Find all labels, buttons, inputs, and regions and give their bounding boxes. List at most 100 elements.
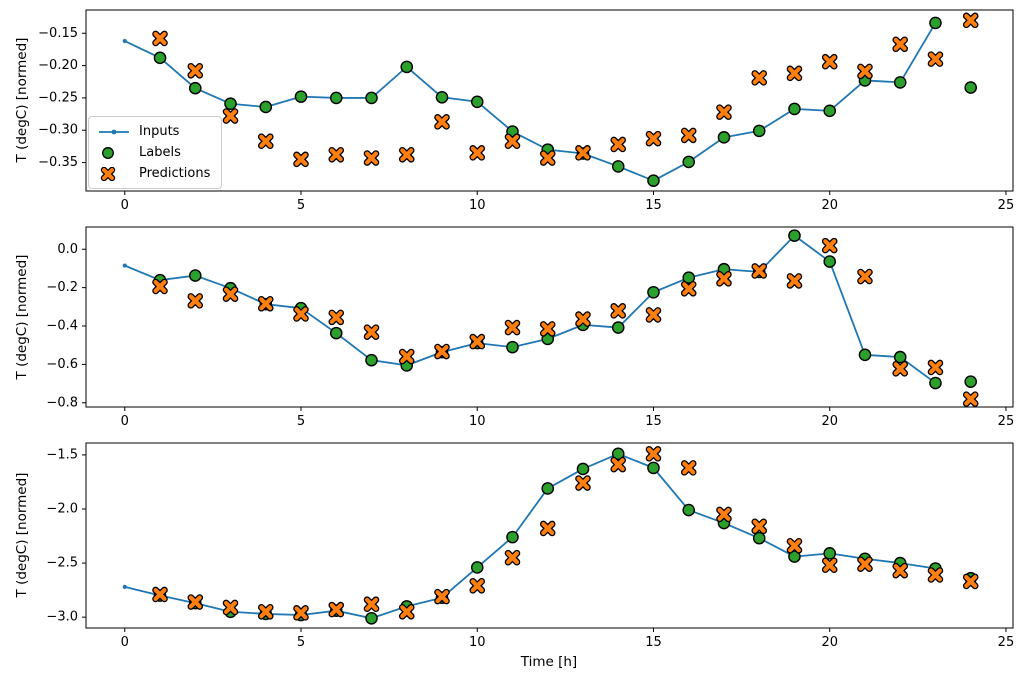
subplot-3-prediction-marker: [717, 507, 731, 521]
subplot-1-prediction-marker: [329, 148, 343, 162]
subplot-1-prediction-marker: [611, 137, 625, 151]
subplot-3-prediction-marker: [435, 590, 449, 604]
subplot-2-y-tick-label: 0.0: [57, 242, 78, 257]
subplot-1-prediction-marker: [823, 55, 837, 69]
subplot-1: 0 5 10 15 20 25 −0.15 −0.20 −0.25 −0.30 −0.35: [38, 9, 1014, 213]
subplot-2-prediction-marker: [823, 239, 837, 253]
subplot-3-prediction-marker: [646, 447, 660, 461]
subplot-1-prediction-marker: [893, 37, 907, 51]
subplot-2-y-tick-label: −0.2: [46, 280, 78, 295]
subplot-1-x-axis: 0 5 10 15 20 25: [121, 191, 1014, 213]
subplot-1-prediction-marker: [224, 109, 238, 123]
subplot-1-label-marker: [435, 90, 449, 104]
subplot-1-x-tick-label: 20: [821, 198, 838, 213]
subplot-1-y-tick-label: −0.20: [38, 58, 78, 73]
subplot-1-label-marker: [823, 104, 837, 118]
subplot-2-prediction-marker: [928, 360, 942, 374]
subplot-1-prediction-marker: [858, 64, 872, 78]
subplot-2-x-tick-label: 25: [998, 414, 1015, 429]
subplot-3-prediction-marker: [964, 574, 978, 588]
subplot-1-y-axis: −0.15 −0.20 −0.25 −0.30 −0.35: [38, 26, 86, 170]
subplot-1-y-tick-label: −0.35: [38, 155, 78, 170]
subplot-3-prediction-marker: [153, 587, 167, 601]
subplot-2-inputs-line: [124, 234, 936, 384]
subplot-3-labels-markers: [153, 447, 978, 625]
subplot-3-label-marker: [365, 611, 378, 625]
subplot-3-label-marker: [682, 503, 696, 517]
subplot-1-axes-border: [85, 9, 1014, 192]
subplot-1-prediction-marker: [541, 151, 555, 165]
subplot-3-y-axis: −1.5 −2.0 −2.5 −3.0: [46, 447, 86, 625]
subplot-1-label-marker: [329, 91, 343, 105]
subplot-2: 0 5 10 15 20 25 0.0 −0.2 −0.4 −0.6 −0.8: [46, 226, 1015, 429]
subplot-1-label-marker: [224, 97, 237, 111]
subplot-1-y-tick-label: −0.30: [38, 123, 78, 138]
subplot-3-inputs-line: [124, 452, 936, 620]
subplot-3-prediction-marker: [576, 476, 590, 490]
subplot-1-y-tick-label: −0.25: [38, 90, 78, 105]
subplot-3-x-tick-label: 0: [121, 635, 129, 650]
subplot-3-label-marker: [611, 447, 625, 461]
legend-item-labels: Labels: [98, 145, 210, 160]
subplot-3-x-axis: 0 5 10 15 20 25: [121, 628, 1015, 650]
subplot-2-x-axis: 0 5 10 15 20 25: [121, 407, 1015, 429]
subplot-3-label-marker: [470, 561, 484, 574]
subplot-1-inputs-dots: [122, 20, 938, 183]
subplot-2-prediction-marker: [505, 321, 519, 335]
subplot-2-prediction-marker: [541, 322, 555, 336]
subplot-2-label-marker: [893, 350, 907, 364]
subplot-1-label-marker: [470, 95, 484, 109]
subplot-1-label-marker: [259, 100, 273, 114]
subplot-2-label-marker: [964, 375, 978, 388]
subplot-1-inputs-line: [124, 22, 937, 182]
subplot-2-x-tick-label: 10: [469, 414, 486, 429]
subplot-1-label-marker: [400, 60, 414, 74]
subplot-1-prediction-marker: [400, 148, 414, 162]
subplot-2-prediction-marker: [717, 272, 731, 286]
subplot-1-prediction-marker: [435, 115, 449, 129]
subplot-2-label-marker: [329, 326, 343, 340]
subplot-1-prediction-marker: [505, 134, 519, 148]
subplot-2-predictions-markers: [152, 237, 979, 407]
subplot-3-prediction-marker: [505, 551, 519, 565]
subplot-3-prediction-marker: [752, 519, 766, 533]
subplot-2-prediction-marker: [858, 270, 872, 284]
subplot-3-label-marker: [506, 530, 519, 544]
subplot-1-x-tick-label: 10: [469, 198, 486, 213]
subplot-3-x-tick-label: 15: [645, 635, 662, 650]
subplot-1-predictions-markers: [152, 12, 979, 168]
subplot-1-x-tick-label: 0: [121, 198, 129, 213]
subplot-3-x-tick-label: 20: [821, 635, 838, 650]
subplot-2-x-tick-label: 20: [821, 414, 838, 429]
subplot-2-y-axis-label: T (degC) [normed]: [14, 254, 30, 380]
subplot-2-prediction-marker: [435, 345, 449, 359]
subplot-1-prediction-marker: [682, 128, 696, 142]
subplot-1-prediction-marker: [365, 151, 379, 165]
subplot-3: 0 5 10 15 20 25 −1.5 −2.0 −2.5 −3.0: [46, 442, 1015, 650]
subplot-3-y-tick-label: −2.5: [46, 556, 78, 571]
subplot-3-x-tick-label: 10: [469, 635, 486, 650]
subplot-3-label-marker: [541, 482, 555, 495]
subplot-1-prediction-marker: [646, 132, 660, 146]
subplot-2-inputs-dots: [122, 233, 938, 386]
subplot-2-x-tick-label: 0: [121, 414, 129, 429]
subplot-3-prediction-marker: [611, 458, 625, 472]
subplot-2-label-marker: [929, 376, 942, 390]
subplot-2-label-marker: [823, 255, 837, 268]
subplot-3-predictions-markers: [152, 446, 979, 621]
subplot-2-prediction-marker: [893, 362, 907, 376]
subplot-1-label-marker: [647, 174, 660, 187]
subplot-1-label-marker: [294, 90, 308, 103]
subplot-1-prediction-marker: [576, 146, 590, 160]
subplot-3-prediction-marker: [224, 600, 238, 614]
subplot-1-label-marker: [964, 81, 978, 94]
subplot-2-x-tick-label: 5: [297, 414, 305, 429]
subplot-3-label-marker: [752, 531, 766, 545]
subplot-1-label-marker: [365, 91, 378, 105]
subplot-3-y-tick-label: −2.0: [46, 501, 78, 516]
subplot-1-x-tick-label: 5: [297, 198, 305, 213]
subplot-3-x-tick-label: 25: [998, 635, 1015, 650]
subplot-1-x-tick-label: 15: [645, 198, 662, 213]
